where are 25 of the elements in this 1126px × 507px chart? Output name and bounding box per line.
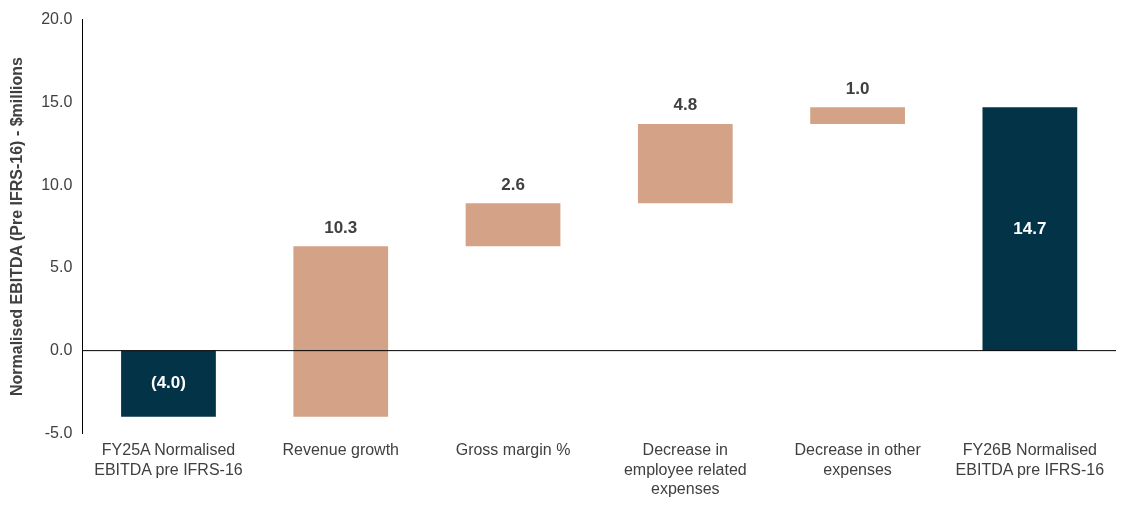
x-tick-label: Gross margin % xyxy=(455,441,571,459)
y-tick-label: -5.0 xyxy=(44,423,73,441)
data-label: 2.6 xyxy=(501,174,525,194)
data-label: 10.3 xyxy=(324,217,358,237)
y-tick-label: 15.0 xyxy=(41,92,73,110)
x-tick-label: FY26B Normalised EBITDA pre IFRS-16 xyxy=(955,441,1105,478)
y-tick-label: 5.0 xyxy=(50,258,73,276)
y-axis-title: Normalised EBITDA (Pre IFRS-16) - $millions xyxy=(8,56,26,397)
data-label: 1.0 xyxy=(845,78,870,98)
data-label: (4.0) xyxy=(150,373,186,393)
bar xyxy=(637,123,733,204)
y-tick-label: 10.0 xyxy=(41,175,73,193)
bar xyxy=(982,107,1078,351)
data-label: 4.8 xyxy=(673,95,698,115)
x-tick-label: FY25A Normalised EBITDA pre IFRS-16 xyxy=(94,441,243,478)
y-tick-label: 20.0 xyxy=(41,10,73,28)
bar xyxy=(293,246,389,417)
bar xyxy=(121,350,216,417)
bar xyxy=(465,203,561,247)
x-tick-label: Decrease in employee related expenses xyxy=(623,441,747,497)
y-tick-label: 0.0 xyxy=(50,341,73,359)
x-tick-label: Revenue growth xyxy=(282,441,400,459)
x-tick-label: Decrease in other expenses xyxy=(794,441,922,478)
data-label: 14.7 xyxy=(1013,218,1047,238)
bar xyxy=(810,107,905,124)
